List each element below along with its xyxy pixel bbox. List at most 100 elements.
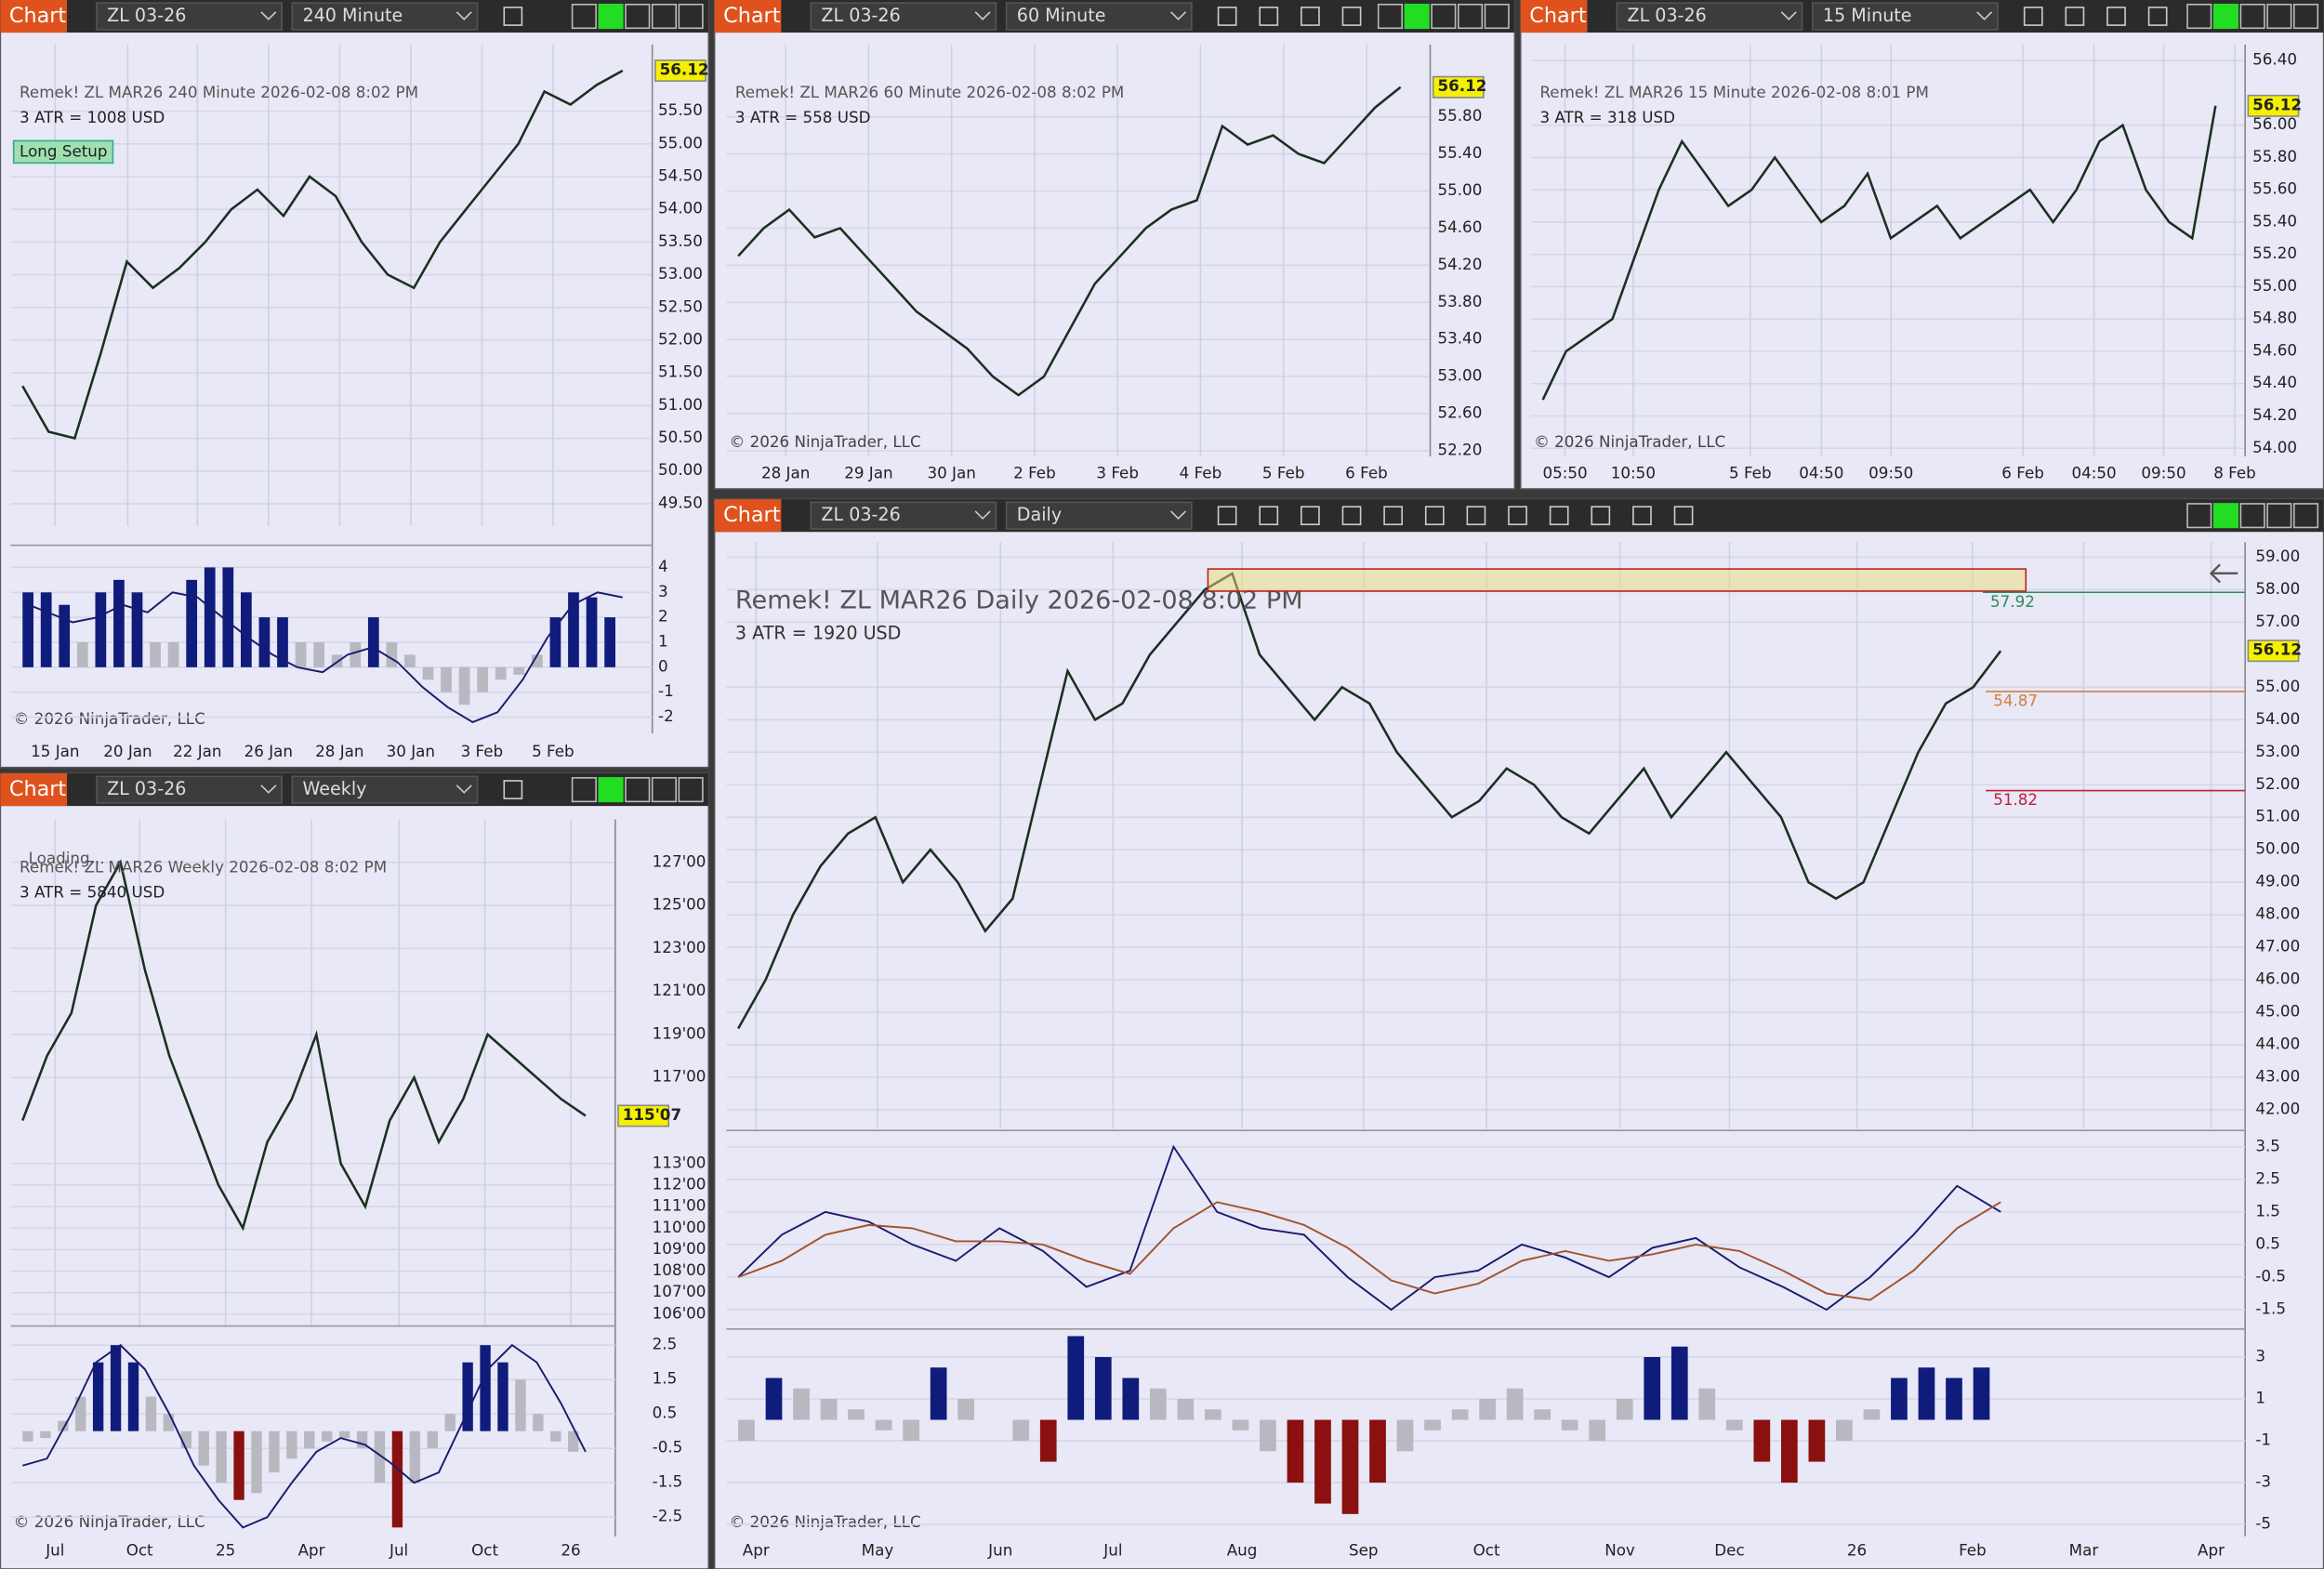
tool-icon[interactable] xyxy=(1217,506,1237,526)
x-tick-label: 22 Jan xyxy=(173,742,221,760)
symbol-select[interactable] xyxy=(810,2,997,31)
tool-icon[interactable] xyxy=(2023,7,2043,26)
last-price-box xyxy=(2247,94,2300,117)
window-button[interactable] xyxy=(1484,3,1510,30)
dropdown-arrow xyxy=(1170,510,1187,521)
window-button[interactable] xyxy=(2292,503,2319,529)
interval-label: 15 Minute xyxy=(1823,5,1912,26)
y-tick-label: 53.00 xyxy=(2255,742,2300,760)
loading-label: Loading... xyxy=(29,849,105,867)
histogram-bar xyxy=(820,1399,838,1420)
window-button[interactable] xyxy=(2266,3,2292,30)
chart-tab-label: Chart xyxy=(723,503,781,527)
histogram-bar xyxy=(251,1431,262,1494)
y-tick-label: 49.00 xyxy=(2255,872,2300,890)
y-tick-label: -1 xyxy=(658,681,674,700)
y-tick-label: 4 xyxy=(658,557,668,575)
y-tick-label: 52.00 xyxy=(2255,774,2300,793)
tool-icon[interactable] xyxy=(1217,7,1237,26)
window-button[interactable] xyxy=(678,3,704,30)
window-button[interactable] xyxy=(651,777,677,803)
tool-icon[interactable] xyxy=(1383,506,1404,526)
tool-icon[interactable] xyxy=(1466,506,1486,526)
histogram-bar xyxy=(216,1431,227,1483)
window-bg xyxy=(713,0,1516,490)
tool-icon[interactable] xyxy=(1341,7,1362,26)
window-button[interactable] xyxy=(678,777,704,803)
window-button[interactable] xyxy=(2186,503,2212,529)
histogram-bar xyxy=(240,592,252,667)
y-tick-label: 1.5 xyxy=(653,1369,678,1388)
histogram-bar xyxy=(513,666,525,675)
y-tick-label: 55.40 xyxy=(1437,143,1482,162)
window-button[interactable] xyxy=(598,3,624,30)
interval-select[interactable] xyxy=(1005,2,1193,31)
x-tick-label: 5 Feb xyxy=(532,742,574,760)
tool-icon[interactable] xyxy=(1424,506,1445,526)
window-button[interactable] xyxy=(2212,3,2239,30)
chart-tab-label: Chart xyxy=(9,777,67,801)
y-tick-label: 1 xyxy=(658,631,668,650)
window-button[interactable] xyxy=(625,777,651,803)
y-tick-label: 55.50 xyxy=(658,100,703,119)
chart-tab-label: Chart xyxy=(9,4,67,28)
histogram-bar xyxy=(409,1431,421,1483)
histogram-bar xyxy=(422,666,434,680)
tool-icon[interactable] xyxy=(2065,7,2085,26)
window-button[interactable] xyxy=(571,777,597,803)
symbol-select[interactable] xyxy=(810,501,997,530)
chart-tab xyxy=(0,0,68,33)
symbol-select[interactable] xyxy=(96,775,283,804)
window-button[interactable] xyxy=(2212,503,2239,529)
window-button[interactable] xyxy=(2266,503,2292,529)
tool-icon[interactable] xyxy=(503,780,523,799)
tool-icon[interactable] xyxy=(1301,506,1320,526)
histogram-bar xyxy=(477,666,489,692)
interval-select[interactable] xyxy=(291,2,479,31)
y-tick-label: 1 xyxy=(2255,1389,2265,1407)
window-button[interactable] xyxy=(1377,3,1404,30)
window-button[interactable] xyxy=(598,777,624,803)
y-tick-label: 117'00 xyxy=(653,1067,706,1086)
window-button[interactable] xyxy=(1404,3,1430,30)
tool-icon[interactable] xyxy=(1591,506,1611,526)
tool-icon[interactable] xyxy=(2147,7,2168,26)
interval-select[interactable] xyxy=(1811,2,1999,31)
interval-select[interactable] xyxy=(1005,501,1193,530)
y-tick-label: -1.5 xyxy=(653,1472,683,1491)
tool-icon[interactable] xyxy=(1673,506,1694,526)
dropdown-arrow xyxy=(456,784,472,794)
histogram-bar xyxy=(1589,1419,1606,1442)
window-button[interactable] xyxy=(625,3,651,30)
histogram-bar xyxy=(1424,1419,1441,1431)
atr-label: 3 ATR = 1008 USD xyxy=(20,108,165,126)
histogram-bar xyxy=(167,641,179,667)
tool-icon[interactable] xyxy=(1632,506,1652,526)
tool-icon[interactable] xyxy=(1549,506,1569,526)
tool-icon[interactable] xyxy=(1341,506,1362,526)
tool-icon[interactable] xyxy=(503,7,523,26)
window-button[interactable] xyxy=(651,3,677,30)
y-tick-label: 53.00 xyxy=(658,264,703,283)
tool-icon[interactable] xyxy=(1259,506,1279,526)
histogram-bar xyxy=(40,1431,51,1439)
window-button[interactable] xyxy=(2239,3,2265,30)
y-tick-label: 127'00 xyxy=(653,851,706,870)
window-button[interactable] xyxy=(2186,3,2212,30)
dropdown-arrow xyxy=(974,510,991,521)
tool-icon[interactable] xyxy=(1259,7,1279,26)
back-arrow[interactable] xyxy=(2209,563,2238,584)
window-button[interactable] xyxy=(1431,3,1457,30)
window-button[interactable] xyxy=(2292,3,2319,30)
x-tick-label: 5 Feb xyxy=(1729,464,1772,482)
symbol-select[interactable] xyxy=(1616,2,1803,31)
window-button[interactable] xyxy=(1457,3,1484,30)
x-tick-label: Dec xyxy=(1714,1540,1744,1559)
tool-icon[interactable] xyxy=(1301,7,1320,26)
window-button[interactable] xyxy=(571,3,597,30)
symbol-select[interactable] xyxy=(96,2,283,31)
interval-select[interactable] xyxy=(291,775,479,804)
tool-icon[interactable] xyxy=(1508,506,1527,526)
tool-icon[interactable] xyxy=(2106,7,2126,26)
window-button[interactable] xyxy=(2239,503,2265,529)
